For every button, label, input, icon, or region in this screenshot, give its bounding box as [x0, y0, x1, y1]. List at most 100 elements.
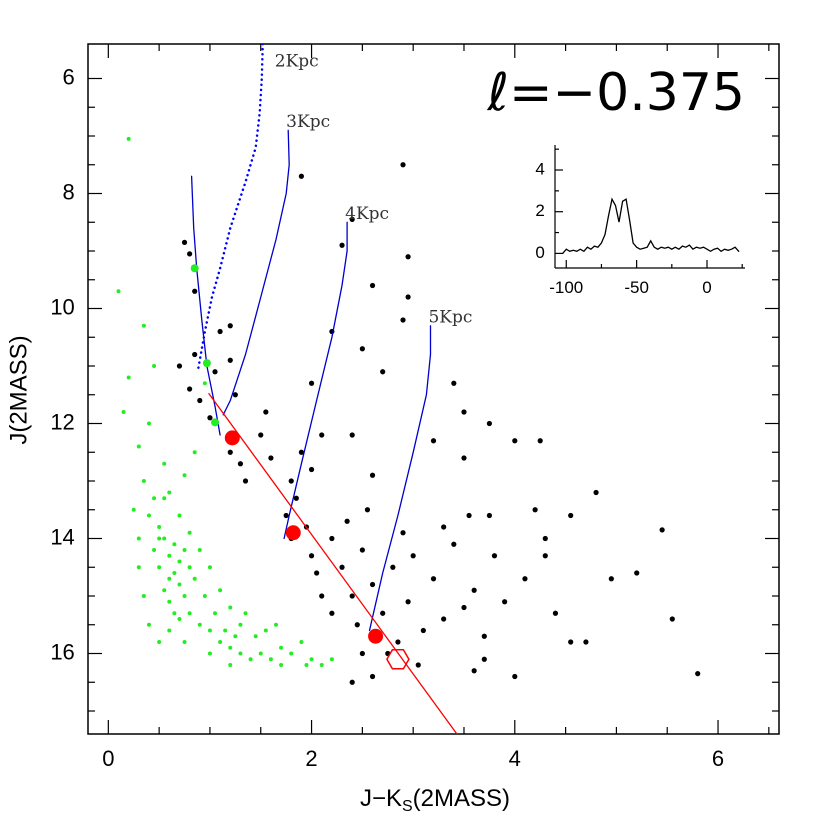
point: [380, 369, 386, 375]
point: [512, 438, 518, 444]
point: [268, 657, 273, 662]
point: [212, 369, 218, 375]
point: [481, 656, 487, 662]
point: [136, 444, 141, 449]
point: [182, 473, 187, 478]
point: [167, 628, 172, 633]
x-tick-label: 2: [305, 746, 317, 771]
point: [568, 639, 574, 645]
point: [279, 645, 284, 650]
y-tick-label: 2: [535, 201, 544, 220]
plot-area: [116, 44, 701, 734]
point: [211, 418, 220, 427]
point: [157, 640, 162, 644]
point: [207, 651, 212, 656]
point: [298, 173, 304, 179]
point: [405, 254, 411, 260]
point: [182, 640, 187, 644]
point: [190, 264, 199, 273]
point: [400, 530, 406, 536]
point: [369, 472, 376, 478]
y-tick-label: 10: [50, 294, 74, 319]
point: [202, 381, 207, 386]
point: [141, 323, 146, 328]
point: [146, 421, 151, 426]
point: [218, 588, 223, 593]
point: [502, 599, 508, 605]
point: [405, 294, 411, 300]
point: [181, 239, 188, 245]
x-tick-label: 4: [509, 746, 521, 771]
point: [304, 663, 309, 667]
point: [634, 570, 640, 576]
point: [400, 317, 406, 323]
point: [441, 524, 447, 530]
point: [491, 553, 498, 559]
point: [552, 610, 559, 616]
point: [167, 553, 172, 558]
point: [568, 512, 574, 519]
point: [354, 622, 360, 628]
point: [167, 576, 172, 581]
point: [420, 627, 426, 634]
point: [461, 604, 467, 611]
point: [141, 594, 146, 598]
point: [187, 611, 192, 616]
point: [224, 430, 240, 446]
point: [157, 525, 162, 529]
point: [237, 461, 244, 467]
point: [202, 359, 211, 368]
point: [309, 657, 314, 662]
point: [308, 466, 315, 473]
point: [441, 616, 447, 622]
point: [167, 599, 172, 604]
point: [192, 351, 198, 358]
point: [187, 530, 192, 535]
point: [299, 640, 304, 644]
point: [207, 565, 212, 570]
point: [177, 617, 182, 621]
point: [162, 536, 167, 541]
point: [263, 409, 269, 415]
point: [141, 479, 146, 483]
point: [167, 490, 172, 495]
point: [162, 496, 167, 501]
point: [136, 565, 141, 570]
point: [329, 535, 335, 542]
point: [162, 588, 167, 593]
point: [177, 582, 182, 587]
point: [380, 610, 386, 616]
point: [176, 363, 183, 369]
point: [177, 513, 182, 518]
point: [227, 323, 233, 329]
dotted-line: [196, 44, 265, 374]
point: [537, 438, 543, 444]
point: [319, 593, 325, 599]
point: [172, 571, 177, 575]
line: [222, 129, 290, 416]
point: [344, 518, 350, 524]
point: [192, 288, 198, 294]
point: [242, 478, 249, 484]
point: [339, 564, 345, 570]
point: [461, 455, 467, 461]
point: [121, 410, 126, 414]
point: [512, 673, 518, 680]
point: [232, 392, 238, 398]
point: [329, 657, 334, 662]
point: [146, 622, 151, 627]
point: [263, 628, 268, 633]
line-label: 4Kpc: [345, 204, 389, 224]
point: [192, 450, 197, 455]
point: [390, 564, 396, 570]
point: [213, 611, 218, 616]
point: [486, 420, 492, 427]
point: [202, 594, 207, 598]
line: [368, 325, 432, 632]
x-tick-label: 0: [102, 746, 114, 771]
point: [157, 565, 162, 570]
point: [410, 553, 416, 559]
point: [197, 397, 203, 404]
point: [314, 570, 320, 576]
